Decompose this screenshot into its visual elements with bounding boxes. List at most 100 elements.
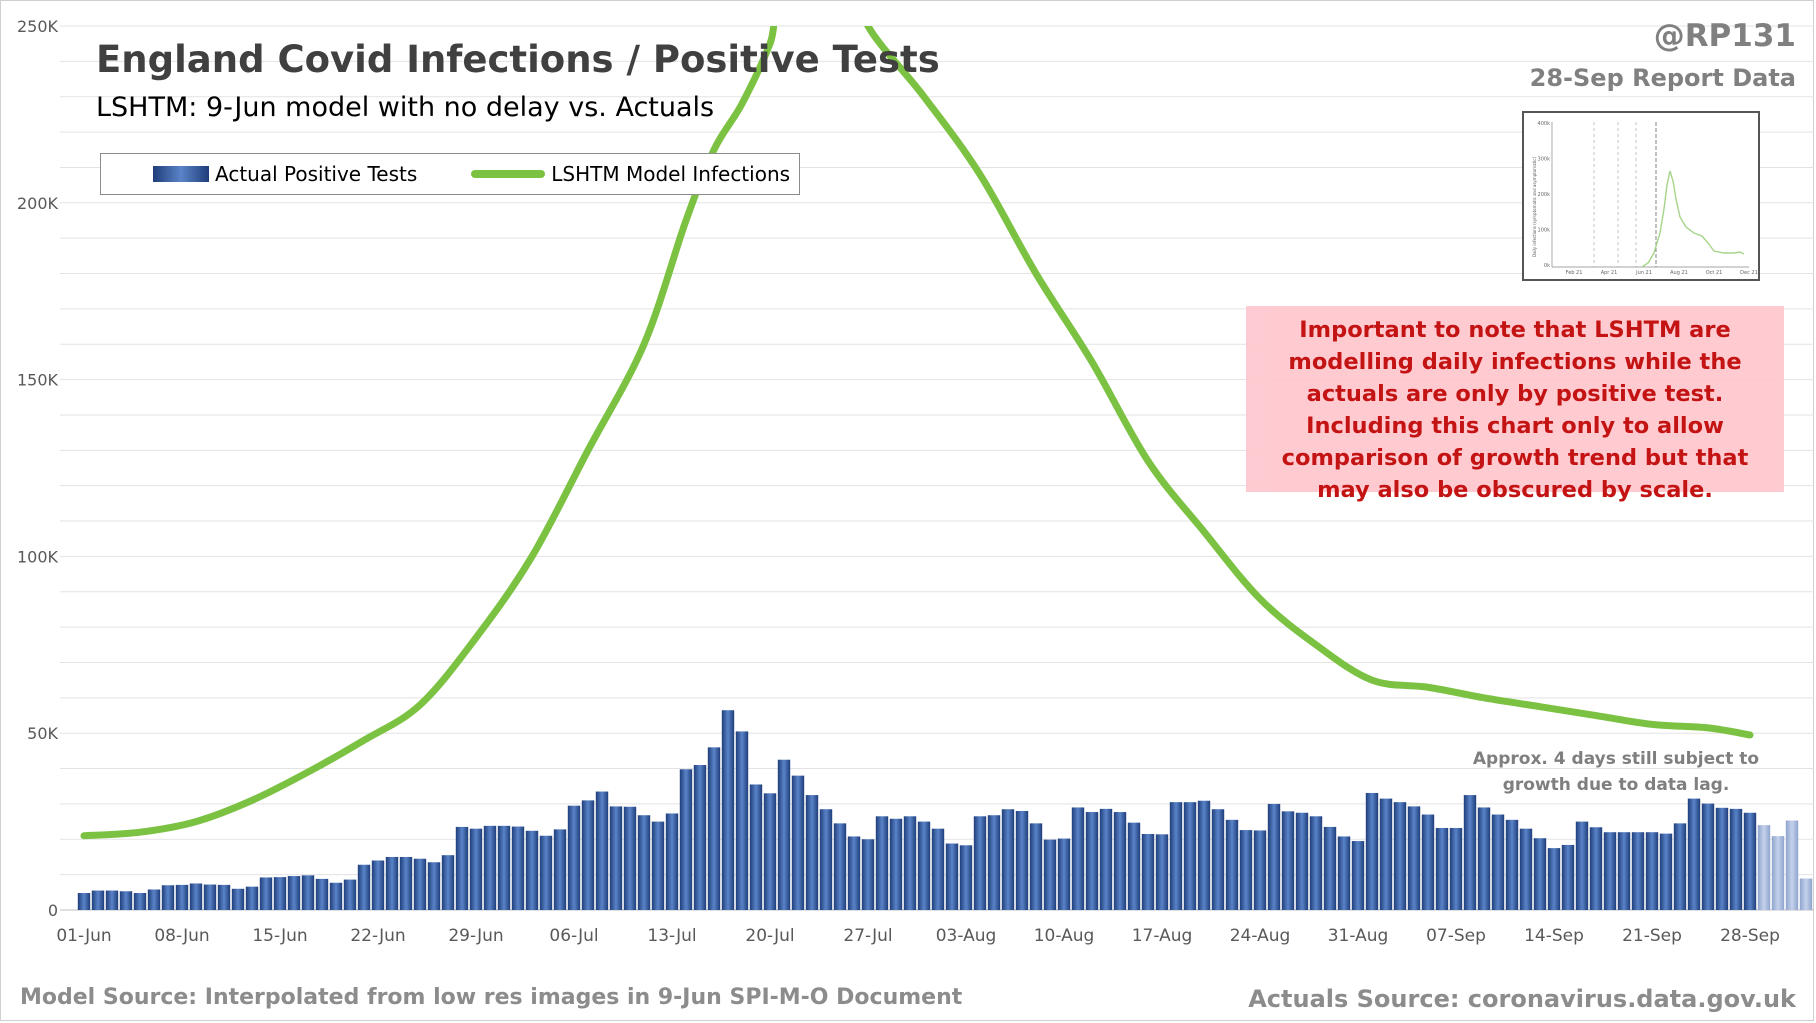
bar — [147, 889, 161, 910]
bar — [1267, 803, 1281, 910]
bar — [217, 884, 231, 910]
inset-model-image: Daily infections (symptomatic and asympt… — [1522, 111, 1760, 281]
actuals-source: Actuals Source: coronavirus.data.gov.uk — [1248, 985, 1796, 1013]
bar — [749, 784, 763, 910]
bar — [77, 893, 91, 910]
bar — [1351, 841, 1365, 910]
bar — [1407, 806, 1421, 910]
model-line — [80, 26, 1754, 840]
x-tick-label: 20-Jul — [745, 926, 794, 946]
x-tick-label: 29-Jun — [448, 926, 503, 946]
bar — [1673, 823, 1687, 910]
bar — [245, 886, 259, 910]
inset-x-ticks: Feb 21 Apr 21 Jun 21 Aug 21 Oct 21 Dec 21 — [1566, 270, 1758, 276]
bar — [385, 856, 399, 910]
inset-x-tick: Oct 21 — [1706, 270, 1723, 276]
bar — [455, 826, 469, 910]
bar — [1715, 807, 1729, 910]
bar — [1281, 811, 1295, 910]
bar — [1225, 819, 1239, 910]
bar — [1785, 820, 1799, 910]
inset-y-tick: 0k — [1544, 263, 1550, 269]
bar — [693, 765, 707, 910]
legend-bars-label: Actual Positive Tests — [215, 162, 418, 186]
bar — [1491, 814, 1505, 910]
x-tick-label: 14-Sep — [1524, 926, 1584, 946]
inset-chart: Daily infections (symptomatic and asympt… — [1532, 121, 1758, 276]
bar — [105, 890, 119, 910]
bar — [483, 825, 497, 910]
y-tick-label: 50K — [27, 724, 58, 743]
bar — [1729, 808, 1743, 910]
bar — [1309, 816, 1323, 910]
bar — [399, 856, 413, 910]
bar — [1687, 798, 1701, 910]
bar — [721, 710, 735, 910]
bar — [665, 813, 679, 910]
y-tick-label: 150K — [17, 371, 59, 390]
bar — [609, 806, 623, 910]
legend-bar-swatch — [153, 166, 209, 182]
bar — [1519, 828, 1533, 910]
bar — [203, 884, 217, 910]
x-tick-label: 06-Jul — [549, 926, 598, 946]
x-tick-label: 27-Jul — [843, 926, 892, 946]
legend-line-swatch — [471, 170, 546, 178]
bar — [1659, 833, 1673, 910]
bar — [371, 860, 385, 910]
bar — [637, 815, 651, 910]
bar — [175, 884, 189, 910]
inset-y-tick: 300k — [1538, 157, 1551, 163]
bar — [651, 821, 665, 910]
bar — [931, 828, 945, 910]
bar — [1533, 838, 1547, 910]
bar — [1001, 809, 1015, 910]
bar — [1323, 826, 1337, 910]
bar — [707, 747, 721, 910]
bar — [161, 885, 175, 910]
bar — [259, 877, 273, 910]
x-tick-label: 01-Jun — [56, 926, 111, 946]
bar — [861, 839, 875, 910]
bar — [917, 821, 931, 910]
bar — [1463, 795, 1477, 910]
inset-y-tick: 400k — [1538, 121, 1551, 127]
bar — [553, 829, 567, 910]
bar — [679, 769, 693, 910]
bar — [273, 877, 287, 910]
y-tick-label: 0 — [48, 901, 58, 920]
bar — [1043, 839, 1057, 910]
y-tick-label: 250K — [17, 17, 59, 36]
bar — [581, 800, 595, 910]
inset-model-curve — [1641, 170, 1745, 268]
bar — [1197, 800, 1211, 910]
bar — [819, 809, 833, 910]
bar — [343, 879, 357, 910]
bar — [1435, 827, 1449, 910]
chart-subtitle: LSHTM: 9-Jun model with no delay vs. Act… — [96, 92, 715, 123]
bar — [1211, 809, 1225, 910]
bar-series — [77, 710, 1813, 910]
bar — [1253, 830, 1267, 910]
bar — [1575, 821, 1589, 910]
bar — [1603, 832, 1617, 910]
bar — [525, 830, 539, 910]
model-source: Model Source: Interpolated from low res … — [20, 985, 963, 1010]
bar — [1477, 807, 1491, 910]
bar — [1645, 832, 1659, 910]
x-tick-label: 24-Aug — [1230, 926, 1291, 946]
bar — [903, 816, 917, 910]
legend-line-label: LSHTM Model Infections — [551, 162, 791, 186]
bar — [301, 875, 315, 910]
bar — [133, 893, 147, 910]
bar — [847, 836, 861, 910]
x-tick-label: 03-Aug — [936, 926, 997, 946]
bar — [287, 876, 301, 910]
y-tick-label: 200K — [17, 194, 59, 213]
x-tick-label: 17-Aug — [1132, 926, 1193, 946]
bar — [1561, 844, 1575, 910]
x-tick-label: 22-Jun — [350, 926, 405, 946]
bar — [329, 882, 343, 910]
bar — [595, 791, 609, 910]
bar — [763, 793, 777, 910]
